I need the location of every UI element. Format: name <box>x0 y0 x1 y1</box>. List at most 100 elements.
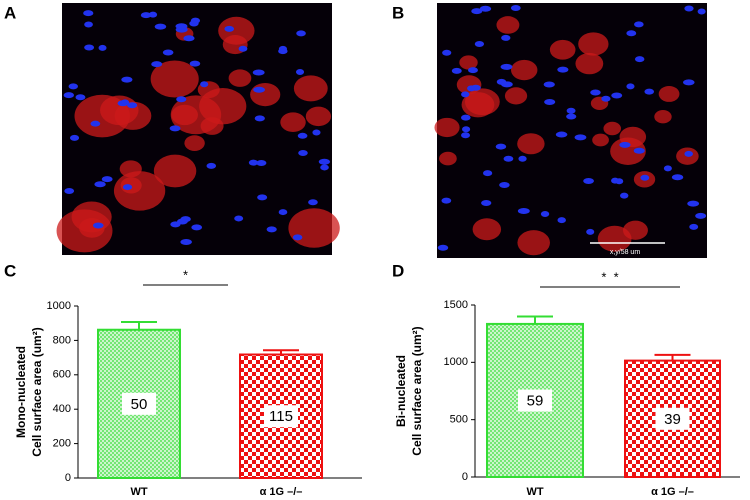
nucleus <box>312 129 321 136</box>
nucleus <box>644 88 655 95</box>
nucleus <box>626 83 635 90</box>
nucleus <box>461 114 471 121</box>
nucleus <box>121 76 133 83</box>
nucleus <box>601 95 611 102</box>
nucleus <box>695 212 707 219</box>
nucleus <box>84 44 95 51</box>
nucleus <box>540 211 550 218</box>
nucleus <box>191 224 203 231</box>
nucleus <box>479 5 492 12</box>
nucleus <box>461 132 470 139</box>
nucleus <box>441 197 452 204</box>
nucleus <box>298 150 308 157</box>
cell-body <box>654 109 672 124</box>
annotation-box <box>264 405 298 428</box>
cell-body <box>293 75 328 102</box>
cell-body <box>597 225 632 252</box>
nucleus <box>296 30 306 37</box>
cell-body <box>603 121 621 136</box>
nucleus <box>483 170 493 177</box>
nucleus <box>297 132 308 139</box>
annotation-box <box>518 389 552 412</box>
y-axis-label: Bi-nucleated <box>394 355 408 427</box>
bar <box>624 359 721 479</box>
nucleus <box>470 84 481 91</box>
nucleus <box>611 92 623 99</box>
nucleus <box>64 188 75 195</box>
nucleus <box>544 98 556 105</box>
nucleus <box>461 91 470 98</box>
nucleus <box>278 209 288 216</box>
nucleus <box>320 164 329 171</box>
nucleus <box>90 120 101 127</box>
x-tick-label: WT <box>130 486 147 498</box>
y-tick-label: 0 <box>65 472 71 484</box>
nucleus <box>499 181 510 188</box>
nucleus <box>63 92 74 99</box>
panel-label: A <box>4 3 16 22</box>
significance-label: * * <box>601 269 618 284</box>
panel-label: B <box>392 3 404 22</box>
nucleus <box>176 96 187 103</box>
nucleus <box>687 200 700 207</box>
nucleus <box>510 5 521 12</box>
y-tick-label: 600 <box>53 369 71 381</box>
cell-body <box>100 95 139 126</box>
nucleus <box>495 143 507 150</box>
nucleus <box>162 49 174 56</box>
x-tick-label: WT <box>526 486 543 498</box>
nucleus <box>437 244 449 251</box>
scale-bar-label: x,y/58 um <box>610 249 641 256</box>
y-tick-label: 1000 <box>444 356 468 368</box>
nucleus <box>189 60 201 67</box>
nucleus <box>503 155 514 162</box>
nucleus <box>238 45 248 52</box>
cell-body <box>472 218 502 241</box>
nucleus <box>170 221 181 228</box>
x-tick-label: α 1G –/– <box>651 486 694 498</box>
cell-body <box>250 82 281 107</box>
cell-body <box>517 230 550 256</box>
nucleus <box>697 8 706 15</box>
cell-body <box>578 32 609 56</box>
nucleus <box>154 23 167 30</box>
nucleus <box>574 134 587 141</box>
bar <box>97 328 181 479</box>
y-axis-label: Mono-nucleated <box>14 346 28 438</box>
cell-body <box>153 154 197 188</box>
nucleus <box>292 234 303 241</box>
nucleus <box>94 181 106 188</box>
nucleus <box>633 147 645 154</box>
nucleus <box>619 141 631 148</box>
nucleus <box>671 174 684 181</box>
nucleus <box>148 11 158 18</box>
nucleus <box>501 81 513 88</box>
cell-body <box>434 117 460 138</box>
nucleus <box>256 159 267 166</box>
nucleus <box>140 12 152 19</box>
nucleus <box>92 222 104 229</box>
nucleus <box>566 107 576 114</box>
panel-label: D <box>392 261 404 280</box>
nucleus <box>481 200 492 207</box>
nucleus <box>234 215 244 222</box>
nucleus <box>634 21 644 28</box>
nucleus <box>200 81 209 88</box>
y-axis-label: Cell surface area (um²) <box>30 327 44 456</box>
cell-body <box>228 69 252 87</box>
nucleus <box>663 165 672 172</box>
nucleus <box>471 8 483 15</box>
nucleus <box>586 228 595 235</box>
nucleus <box>98 44 107 51</box>
nucleus <box>295 69 305 76</box>
nucleus <box>451 67 462 74</box>
nucleus <box>590 89 601 96</box>
nucleus <box>689 223 699 230</box>
nucleus <box>180 239 192 246</box>
bar-annotation: 59 <box>527 392 544 409</box>
nucleus <box>557 217 566 224</box>
annotation-box <box>655 407 690 430</box>
cell-body <box>517 133 545 155</box>
nucleus <box>517 208 530 215</box>
